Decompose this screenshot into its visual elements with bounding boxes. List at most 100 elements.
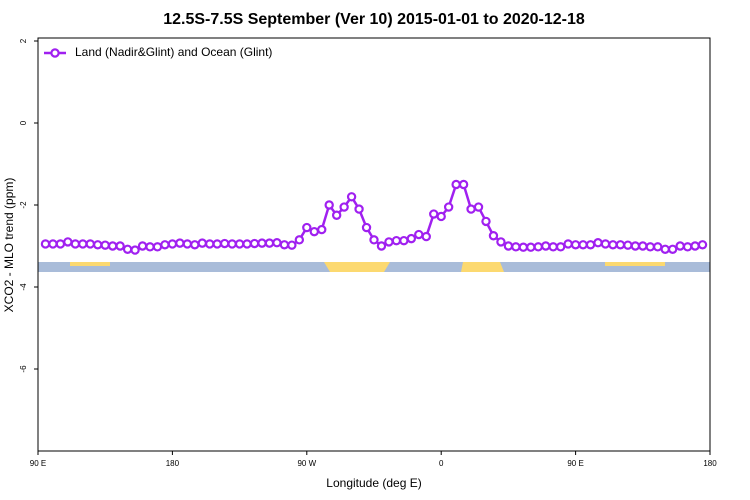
point	[667, 244, 678, 254]
point	[608, 240, 618, 250]
x-tick-label: 180	[703, 459, 717, 468]
point	[242, 239, 252, 249]
point	[279, 240, 290, 250]
point	[219, 238, 230, 249]
point	[615, 240, 626, 250]
point	[317, 224, 327, 235]
point	[451, 179, 461, 190]
point	[115, 241, 125, 251]
point	[167, 239, 178, 249]
point	[421, 231, 431, 242]
point	[212, 239, 222, 249]
point	[78, 239, 88, 249]
point	[443, 202, 454, 212]
point	[526, 242, 536, 252]
point	[160, 240, 170, 250]
x-tick-label: 90 E	[567, 459, 583, 468]
point	[354, 204, 364, 214]
point	[414, 229, 424, 240]
x-axis-label: Longitude (deg E)	[326, 476, 421, 490]
point	[675, 241, 685, 251]
point	[466, 204, 476, 214]
point	[190, 240, 200, 250]
point	[585, 240, 596, 250]
point	[384, 237, 394, 247]
point	[100, 240, 110, 250]
point	[346, 192, 357, 202]
point	[541, 241, 551, 251]
legend-label: Land (Nadir&Glint) and Ocean (Glint)	[75, 45, 272, 59]
point	[361, 222, 372, 233]
y-tick-label: -4	[19, 283, 28, 291]
point	[436, 211, 446, 222]
point	[488, 231, 499, 241]
point	[331, 210, 342, 220]
point	[197, 238, 207, 248]
point	[570, 240, 581, 250]
point	[600, 239, 611, 249]
point	[593, 238, 603, 248]
point	[563, 239, 573, 249]
point	[391, 235, 402, 246]
point	[130, 245, 140, 255]
point	[653, 242, 663, 252]
point	[458, 179, 469, 190]
point	[682, 242, 693, 252]
point	[548, 242, 558, 252]
point	[182, 239, 193, 249]
point	[630, 241, 641, 251]
point	[406, 233, 417, 244]
point	[175, 238, 185, 248]
point	[697, 240, 708, 250]
point	[638, 241, 648, 251]
point	[48, 239, 58, 249]
point	[249, 238, 260, 249]
plot-frame	[37, 37, 711, 452]
point	[55, 239, 66, 249]
point	[107, 241, 118, 251]
point	[122, 244, 133, 254]
y-tick-label: 0	[19, 120, 28, 125]
chart-title: 12.5S-7.5S September (Ver 10) 2015-01-01…	[163, 11, 585, 28]
point	[555, 242, 566, 252]
point	[234, 239, 245, 249]
point	[272, 238, 282, 248]
point	[294, 235, 305, 245]
point	[511, 242, 521, 252]
x-tick-label: 180	[166, 459, 180, 468]
x-tick-label: 90 W	[297, 459, 316, 468]
point	[309, 226, 319, 237]
legend-marker	[50, 48, 60, 58]
point	[227, 239, 237, 249]
point	[533, 242, 543, 252]
point	[623, 240, 633, 250]
y-tick-label: -6	[19, 365, 28, 373]
x-tick-label: 0	[439, 459, 444, 468]
point	[287, 240, 297, 250]
point	[93, 240, 103, 250]
x-tick-label: 90 E	[30, 459, 46, 468]
point	[205, 239, 215, 249]
point	[429, 209, 439, 219]
point	[63, 237, 73, 247]
point	[85, 239, 95, 249]
point	[660, 244, 670, 254]
point	[578, 240, 588, 250]
point	[264, 238, 275, 248]
y-tick-label: -2	[19, 201, 28, 209]
point	[339, 202, 349, 212]
point	[481, 216, 491, 227]
point	[257, 238, 267, 248]
point	[399, 235, 409, 246]
point	[40, 239, 51, 249]
point	[152, 242, 163, 252]
y-axis-label: XCO2 - MLO trend (ppm)	[2, 178, 16, 313]
point	[369, 235, 379, 245]
point	[324, 200, 334, 210]
point	[70, 239, 81, 249]
point	[690, 241, 700, 251]
point	[302, 222, 312, 233]
point	[496, 237, 506, 247]
point	[145, 242, 155, 252]
